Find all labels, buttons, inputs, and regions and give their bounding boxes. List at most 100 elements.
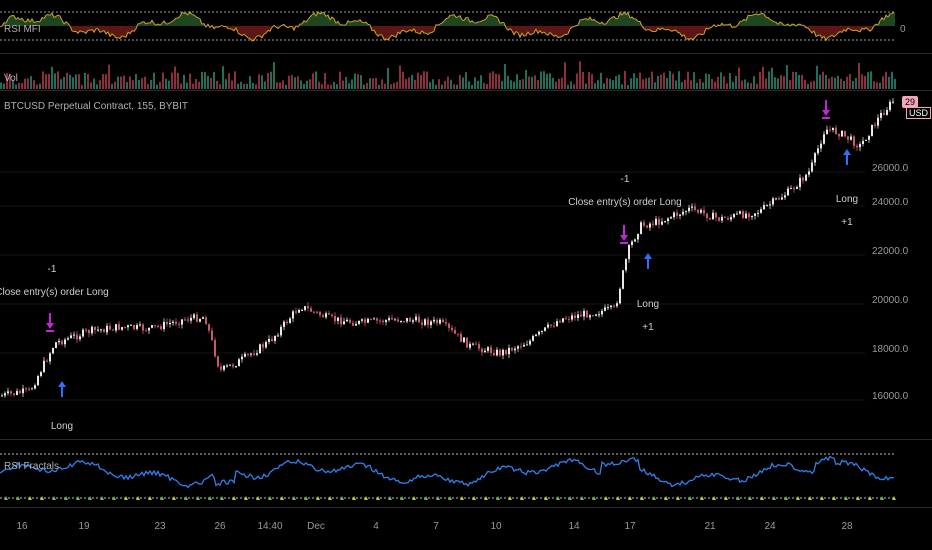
volume-bar: [765, 78, 767, 89]
pane-divider[interactable]: [0, 90, 932, 91]
volume-bar: [855, 77, 857, 89]
volume-bar: [138, 79, 140, 89]
candle: [394, 319, 396, 321]
candle: [253, 353, 255, 355]
candle: [727, 217, 729, 220]
volume-bar: [33, 80, 35, 89]
price-tick: 22000.0: [872, 246, 909, 257]
fractal-marker: [592, 496, 596, 500]
volume-bar: [615, 76, 617, 89]
fractal-marker: [172, 496, 176, 500]
candle: [295, 311, 297, 313]
candle: [175, 321, 177, 324]
fractal-marker: [4, 496, 8, 500]
candle: [595, 314, 597, 316]
volume-bar: [327, 84, 329, 89]
candle: [622, 270, 624, 289]
candle: [607, 307, 609, 309]
volume-bar: [78, 74, 80, 89]
candle: [442, 319, 444, 323]
volume-bar: [204, 71, 206, 89]
fractal-marker: [844, 496, 848, 500]
volume-bar: [465, 72, 467, 89]
candle: [544, 327, 546, 331]
candle: [721, 216, 723, 221]
fractal-marker: [772, 496, 776, 500]
volume-bar: [102, 74, 104, 89]
candle: [127, 325, 129, 328]
volume-bar: [72, 77, 74, 89]
candle: [664, 221, 666, 223]
price-chart[interactable]: [0, 91, 932, 439]
candle: [118, 324, 120, 330]
candle: [34, 385, 36, 389]
candle: [334, 315, 336, 322]
rsi-mfi-pane: RSI MFI 0: [0, 0, 932, 52]
volume-bar: [258, 74, 260, 89]
volume-bar: [288, 75, 290, 89]
volume-bar: [450, 79, 452, 89]
volume-bar: [777, 78, 779, 89]
candle: [583, 310, 585, 317]
volume-bar: [681, 82, 683, 89]
volume-bar: [699, 78, 701, 89]
candle: [97, 329, 99, 331]
fractal-marker: [460, 496, 464, 500]
candle: [157, 326, 159, 328]
candle: [283, 321, 285, 327]
fractal-marker: [856, 496, 860, 500]
candle: [541, 330, 543, 332]
volume-bar: [816, 65, 818, 89]
candle: [736, 213, 738, 215]
candle: [343, 321, 345, 325]
time-tick: 23: [154, 521, 166, 532]
volume-bar: [270, 71, 272, 89]
candle: [799, 177, 801, 188]
currency-label[interactable]: USD: [906, 107, 932, 119]
candle: [274, 335, 276, 341]
pane-divider[interactable]: [0, 439, 932, 440]
time-tick: 28: [841, 521, 853, 532]
volume-bar: [96, 84, 98, 89]
fractal-marker: [700, 496, 704, 500]
volume-bar: [657, 75, 659, 89]
fractal-marker: [520, 496, 524, 500]
volume-bar: [621, 84, 623, 89]
fractal-marker: [40, 496, 44, 500]
volume-bar: [891, 71, 893, 89]
volume-bar: [189, 73, 191, 89]
time-tick: 7: [433, 521, 439, 532]
price-pane[interactable]: BTCUSD Perpetual Contract, 155, BYBIT 29…: [0, 91, 932, 439]
volume-bar: [846, 76, 848, 89]
rsi-fractals-pane: RSI Fractals: [0, 441, 932, 506]
candle: [22, 388, 24, 394]
fractal-marker: [640, 496, 644, 500]
volume-bar: [618, 74, 620, 89]
candle: [880, 112, 882, 118]
candle: [4, 393, 6, 396]
candle: [46, 360, 48, 362]
pane-divider[interactable]: [0, 53, 932, 54]
candle: [751, 215, 753, 218]
volume-bar: [510, 80, 512, 89]
fractal-marker: [232, 496, 236, 500]
volume-bar: [702, 82, 704, 89]
volume-bar: [174, 66, 176, 89]
candle: [115, 324, 117, 331]
candle: [496, 349, 498, 356]
candle: [148, 327, 150, 331]
candle: [187, 319, 189, 321]
price-tick: 16000.0: [872, 391, 909, 402]
candle: [88, 330, 90, 334]
volume-bar: [408, 77, 410, 89]
time-axis[interactable]: [0, 508, 932, 550]
fractal-marker: [688, 496, 692, 500]
annotation-close-long-1: -1 Close entry(s) order Long: [0, 264, 109, 298]
volume-bar: [795, 72, 797, 89]
rsi-mfi-plot: [0, 11, 895, 42]
volume-bar: [576, 73, 578, 89]
candle: [526, 344, 528, 346]
candle: [466, 337, 468, 348]
candle: [430, 321, 432, 326]
close-exit-arrow: [46, 313, 54, 329]
